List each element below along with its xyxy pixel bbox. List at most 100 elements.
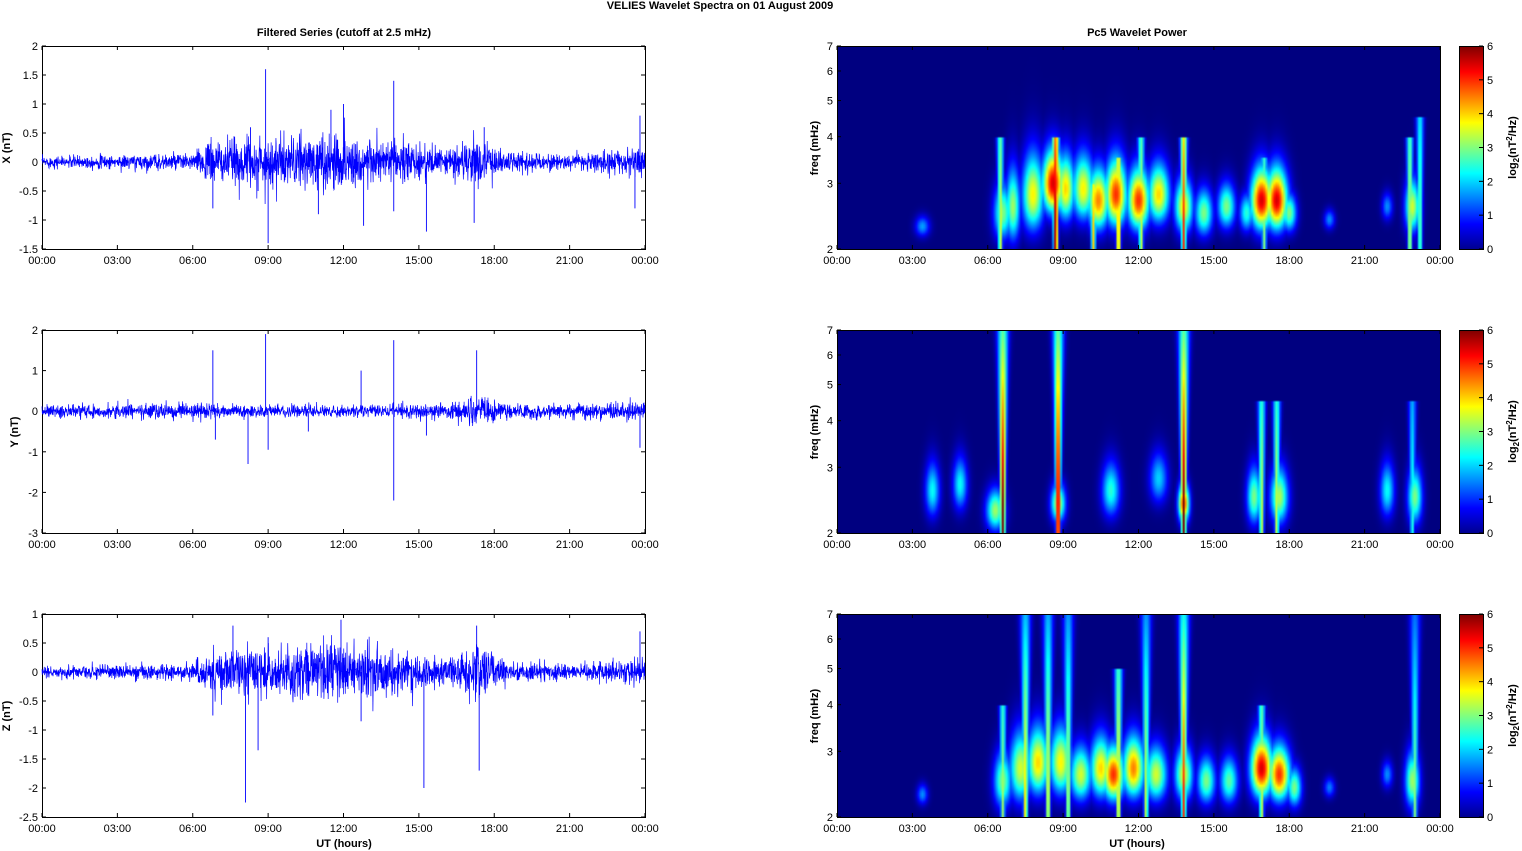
- series-ytick-label: -1: [28, 725, 38, 737]
- x-wavelet-power-panel: freq (mHz) 2 3 4 5 6 7 00:00 03:00 06:00 09:00 12:…: [809, 41, 1454, 267]
- wavelet-xtick-label: 09:00: [1049, 539, 1077, 551]
- series-ytick-label: 0: [32, 667, 38, 679]
- colorbar-tick-label: 1: [1487, 778, 1493, 790]
- series-ytick-label: 1: [32, 366, 38, 378]
- wavelet-xtick-label: 06:00: [974, 539, 1002, 551]
- wavelet-xtick-label: 21:00: [1351, 539, 1379, 551]
- z-component-series-panel: Z (nT) -2.5 -2 -1.5 -1 -0.5 0 0.5 1 00:00 03:00 06…: [1, 609, 659, 835]
- colorbar-label: log2(nT2/Hz): [1505, 400, 1521, 463]
- wavelet-xtick-label: 00:00: [823, 255, 851, 267]
- wavelet-ytick-label: 7: [827, 41, 833, 53]
- series-xtick-label: 09:00: [254, 255, 282, 267]
- wavelet-xtick-label: 00:00: [1426, 823, 1454, 835]
- series-xtick-label: 00:00: [631, 539, 659, 551]
- series-xtick-label: 06:00: [179, 255, 207, 267]
- series-ytick-label: 0.5: [23, 638, 38, 650]
- wavelet-ytick-label: 6: [827, 66, 833, 78]
- z-component-ylabel: Z (nT): [1, 700, 13, 731]
- series-xtick-label: 00:00: [631, 255, 659, 267]
- wavelet-xtick-label: 21:00: [1351, 255, 1379, 267]
- series-ytick-label: 1: [32, 609, 38, 621]
- series-xtick-label: 12:00: [330, 823, 358, 835]
- series-xtick-label: 21:00: [556, 539, 584, 551]
- wavelet-xtick-label: 15:00: [1200, 255, 1228, 267]
- wavelet-heatmap-image: [837, 614, 1440, 817]
- colorbar-tick-label: 4: [1487, 677, 1493, 689]
- series-ytick-label: 0.5: [23, 128, 38, 140]
- series-xtick-label: 18:00: [480, 255, 508, 267]
- wavelet-ytick-label: 6: [827, 350, 833, 362]
- wavelet-xtick-label: 12:00: [1125, 823, 1153, 835]
- wavelet-xtick-label: 18:00: [1275, 823, 1303, 835]
- series-ytick-label: -1.5: [19, 244, 38, 256]
- colorbar-label: log2(nT2/Hz): [1505, 116, 1521, 179]
- wavelet-ytick-label: 5: [827, 380, 833, 392]
- series-xtick-label: 00:00: [28, 255, 56, 267]
- wavelet-ytick-label: 2: [827, 244, 833, 256]
- x-component-ylabel: X (nT): [1, 132, 13, 163]
- colorbar-tick-label: 6: [1487, 609, 1493, 621]
- wavelet-xtick-label: 00:00: [1426, 539, 1454, 551]
- y-component-ylabel: Y (nT): [9, 416, 21, 447]
- series-ytick-label: -2.5: [19, 812, 38, 824]
- x-wavelet-colorbar: 0 1 2 3 4 5 6 log2(nT2/Hz): [1459, 41, 1521, 256]
- colorbar-tick-label: 3: [1487, 143, 1493, 155]
- series-xtick-label: 21:00: [556, 823, 584, 835]
- wavelet-heatmap-image: [837, 330, 1440, 533]
- series-ytick-label: 2: [32, 41, 38, 53]
- wavelet-ytick-label: 7: [827, 609, 833, 621]
- wavelet-xtick-label: 12:00: [1125, 539, 1153, 551]
- series-ytick-label: -1: [28, 447, 38, 459]
- series-xtick-label: 15:00: [405, 823, 433, 835]
- series-ytick-label: 2: [32, 325, 38, 337]
- wavelet-xtick-label: 09:00: [1049, 255, 1077, 267]
- series-xtick-label: 09:00: [254, 539, 282, 551]
- z-wavelet-colorbar: 0 1 2 3 4 5 6 log2(nT2/Hz): [1459, 609, 1521, 824]
- wavelet-xtick-label: 09:00: [1049, 823, 1077, 835]
- wavelet-xtick-label: 03:00: [899, 255, 927, 267]
- colorbar-tick-label: 4: [1487, 109, 1493, 121]
- wavelet-ytick-label: 2: [827, 528, 833, 540]
- series-xtick-label: 15:00: [405, 539, 433, 551]
- series-xtick-label: 18:00: [480, 539, 508, 551]
- wavelet-ytick-label: 4: [827, 700, 833, 712]
- colorbar-tick-label: 2: [1487, 460, 1493, 472]
- colorbar-tick-label: 5: [1487, 643, 1493, 655]
- colorbar-tick-label: 3: [1487, 711, 1493, 723]
- wavelet-xtick-label: 00:00: [823, 823, 851, 835]
- y-wavelet-power-panel: freq (mHz) 2 3 4 5 6 7 00:00 03:00 06:00 09:00 12:…: [809, 325, 1454, 551]
- colorbar-tick-label: 0: [1487, 244, 1493, 256]
- wavelet-xtick-label: 18:00: [1275, 255, 1303, 267]
- series-xtick-label: 12:00: [330, 539, 358, 551]
- series-xtick-label: 00:00: [28, 823, 56, 835]
- colorbar-tick-label: 1: [1487, 494, 1493, 506]
- series-ytick-label: 0: [32, 406, 38, 418]
- series-ytick-label: -0.5: [19, 186, 38, 198]
- z-wavelet-ylabel: freq (mHz): [809, 688, 821, 743]
- wavelet-ytick-label: 5: [827, 664, 833, 676]
- series-ytick-label: -0.5: [19, 696, 38, 708]
- series-ytick-label: 1.5: [23, 70, 38, 82]
- colorbar-tick-label: 6: [1487, 41, 1493, 53]
- series-line: [41, 395, 646, 427]
- wavelet-ytick-label: 2: [827, 812, 833, 824]
- figure-title: VELIES Wavelet Spectra on 01 August 2009: [607, 0, 834, 12]
- right-xlabel: UT (hours): [1109, 838, 1165, 850]
- colorbar-tick-label: 0: [1487, 812, 1493, 824]
- colorbar-tick-label: 5: [1487, 359, 1493, 371]
- series-xtick-label: 03:00: [104, 823, 132, 835]
- wavelet-xtick-label: 18:00: [1275, 539, 1303, 551]
- series-xtick-label: 06:00: [179, 539, 207, 551]
- wavelet-ytick-label: 3: [827, 178, 833, 190]
- series-ytick-label: -1: [28, 215, 38, 227]
- left-column-title: Filtered Series (cutoff at 2.5 mHz): [257, 27, 432, 39]
- series-xtick-label: 12:00: [330, 255, 358, 267]
- y-wavelet-colorbar: 0 1 2 3 4 5 6 log2(nT2/Hz): [1459, 325, 1521, 540]
- left-xlabel: UT (hours): [316, 838, 372, 850]
- colorbar-tick-label: 3: [1487, 427, 1493, 439]
- right-column-title: Pc5 Wavelet Power: [1087, 27, 1188, 39]
- series-ytick-label: 0: [32, 157, 38, 169]
- x-wavelet-ylabel: freq (mHz): [809, 120, 821, 175]
- wavelet-ytick-label: 3: [827, 462, 833, 474]
- series-xtick-label: 15:00: [405, 255, 433, 267]
